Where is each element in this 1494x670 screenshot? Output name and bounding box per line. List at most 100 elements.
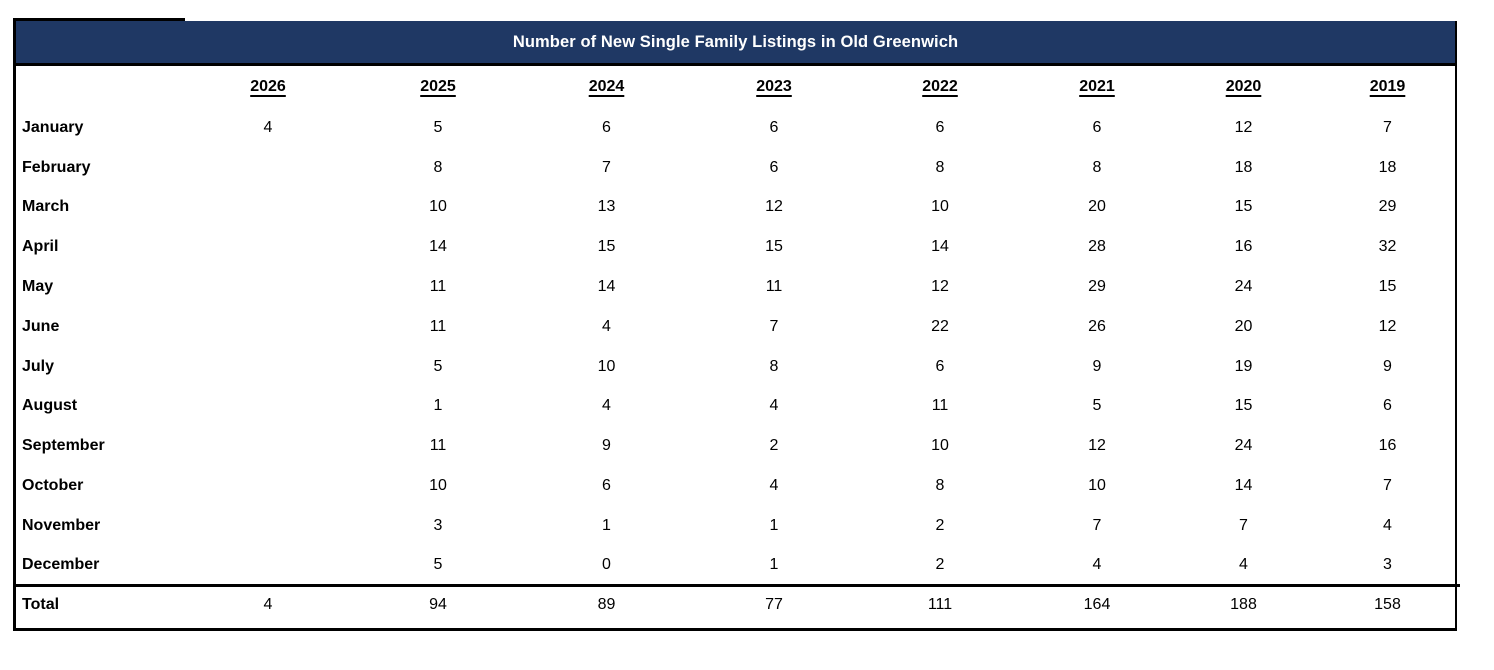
value-cell: 7 — [1092, 516, 1102, 534]
value-cell: 10 — [429, 477, 447, 495]
value-cell: 10 — [931, 437, 949, 455]
month-label: May — [22, 278, 54, 296]
value-cell: 20 — [1234, 317, 1253, 335]
value-cell: 14 — [597, 278, 616, 296]
value-cell: 7 — [769, 317, 779, 335]
value-cell: 4 — [263, 118, 273, 136]
year-header-2021: 2021 — [1079, 78, 1115, 95]
total-value-cell: 4 — [183, 584, 353, 624]
value-cell: 20 — [1088, 198, 1106, 216]
value-cell: 4 — [769, 397, 779, 415]
month-row-february: February 8 7 6 8 8 18 18 — [16, 148, 1460, 188]
month-row-august: August 1 4 4 11 5 15 6 — [16, 387, 1460, 427]
value-cell: 15 — [1234, 198, 1253, 216]
value-cell: 18 — [1378, 158, 1397, 176]
value-cell: 14 — [1234, 477, 1253, 495]
value-cell: 6 — [602, 477, 611, 495]
value-cell: 15 — [1378, 278, 1397, 296]
value-cell: 8 — [935, 158, 945, 176]
listings-table: 2026 2025 2024 2023 2022 2021 2020 2019 … — [16, 66, 1460, 624]
value-cell: 15 — [765, 238, 783, 256]
value-cell: 9 — [1383, 357, 1392, 375]
year-header-2023: 2023 — [756, 78, 792, 95]
value-cell: 16 — [1378, 437, 1397, 455]
value-cell: 12 — [931, 278, 949, 296]
value-cell: 1 — [769, 516, 779, 534]
value-cell — [183, 188, 353, 228]
total-value-cell: 89 — [523, 584, 690, 624]
value-cell: 13 — [597, 198, 616, 216]
month-label: September — [22, 437, 105, 455]
value-cell: 3 — [1383, 555, 1392, 573]
value-cell: 28 — [1088, 238, 1106, 256]
year-header-2019: 2019 — [1369, 78, 1406, 95]
value-cell: 2 — [935, 555, 945, 573]
month-row-september: September 11 9 2 10 12 24 16 — [16, 426, 1460, 466]
value-cell — [183, 307, 353, 347]
value-cell: 4 — [1239, 555, 1248, 573]
value-cell: 8 — [433, 158, 443, 176]
value-cell: 5 — [433, 118, 443, 136]
value-cell: 24 — [1234, 437, 1253, 455]
value-cell: 7 — [602, 158, 611, 176]
year-header-2025: 2025 — [420, 78, 456, 95]
value-cell: 11 — [429, 278, 447, 296]
total-value-cell: 164 — [1022, 584, 1172, 624]
value-cell: 29 — [1088, 278, 1106, 296]
value-cell: 11 — [429, 317, 447, 335]
table-title-bar: Number of New Single Family Listings in … — [16, 21, 1455, 66]
value-cell — [183, 506, 353, 546]
table-header: 2026 2025 2024 2023 2022 2021 2020 2019 — [16, 66, 1460, 108]
month-row-november: November 3 1 1 2 7 7 4 — [16, 506, 1460, 546]
month-label: November — [22, 516, 101, 534]
value-cell: 15 — [1234, 397, 1253, 415]
value-cell — [183, 466, 353, 506]
value-cell: 4 — [602, 397, 611, 415]
value-cell — [183, 267, 353, 307]
month-row-july: July 5 10 8 6 9 19 9 — [16, 347, 1460, 387]
year-header-2026: 2026 — [250, 78, 286, 95]
month-row-october: October 10 6 4 8 10 14 7 — [16, 466, 1460, 506]
month-row-december: December 5 0 1 2 4 4 3 — [16, 546, 1460, 586]
value-cell: 12 — [1234, 118, 1253, 136]
value-cell — [183, 387, 353, 427]
value-cell: 6 — [769, 118, 779, 136]
total-value-cell: 188 — [1172, 584, 1315, 624]
value-cell: 10 — [931, 198, 949, 216]
value-cell: 12 — [1378, 317, 1397, 335]
value-cell: 8 — [769, 357, 779, 375]
value-cell: 15 — [597, 238, 616, 256]
value-cell: 6 — [602, 118, 611, 136]
value-cell: 6 — [1383, 397, 1392, 415]
month-label: April — [22, 238, 59, 256]
corner-cell — [16, 66, 183, 108]
total-row: Total 4 94 89 77 111 164 188 158 — [16, 584, 1460, 624]
value-cell: 10 — [429, 198, 447, 216]
month-label: December — [22, 555, 100, 573]
table-top-border-stub — [13, 18, 185, 21]
value-cell: 10 — [597, 357, 616, 375]
value-cell: 6 — [935, 357, 945, 375]
value-cell: 1 — [769, 555, 779, 573]
value-cell: 2 — [935, 516, 945, 534]
value-cell: 14 — [429, 238, 447, 256]
value-cell: 7 — [1383, 477, 1392, 495]
value-cell: 5 — [433, 357, 443, 375]
value-cell: 29 — [1378, 198, 1397, 216]
value-cell: 9 — [602, 437, 611, 455]
month-row-january: January 4 5 6 6 6 6 12 7 — [16, 108, 1460, 148]
value-cell — [183, 426, 353, 466]
table-footer: Total 4 94 89 77 111 164 188 158 — [16, 584, 1460, 624]
value-cell: 10 — [1088, 477, 1106, 495]
value-cell: 14 — [931, 238, 949, 256]
value-cell: 0 — [602, 555, 611, 573]
month-label: March — [22, 198, 70, 216]
year-header-2022: 2022 — [922, 78, 958, 95]
listings-table-container: Number of New Single Family Listings in … — [13, 21, 1460, 631]
value-cell: 5 — [1092, 397, 1102, 415]
month-row-march: March 10 13 12 10 20 15 29 — [16, 188, 1460, 228]
month-label: October — [22, 477, 84, 495]
month-label: June — [22, 317, 60, 335]
value-cell: 9 — [1092, 357, 1102, 375]
value-cell: 24 — [1234, 278, 1253, 296]
